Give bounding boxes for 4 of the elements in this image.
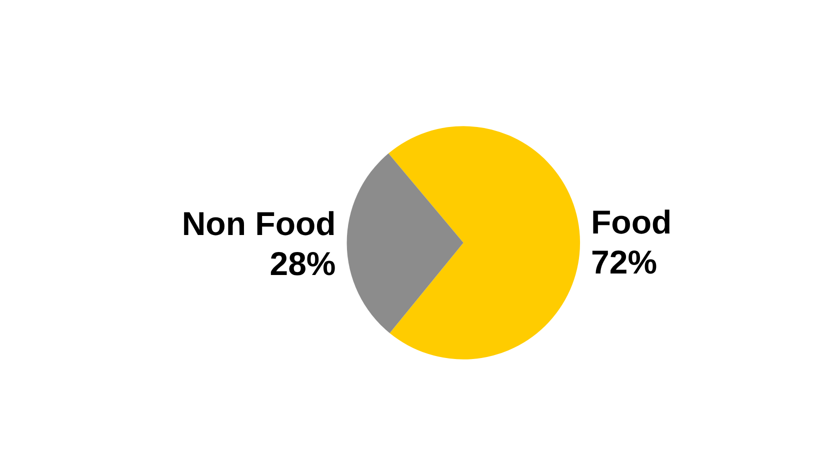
data-label: 72% (591, 243, 658, 280)
slice-label: Non Food (182, 205, 336, 242)
slice-label: Food (591, 203, 672, 240)
data-label: 28% (270, 245, 336, 282)
